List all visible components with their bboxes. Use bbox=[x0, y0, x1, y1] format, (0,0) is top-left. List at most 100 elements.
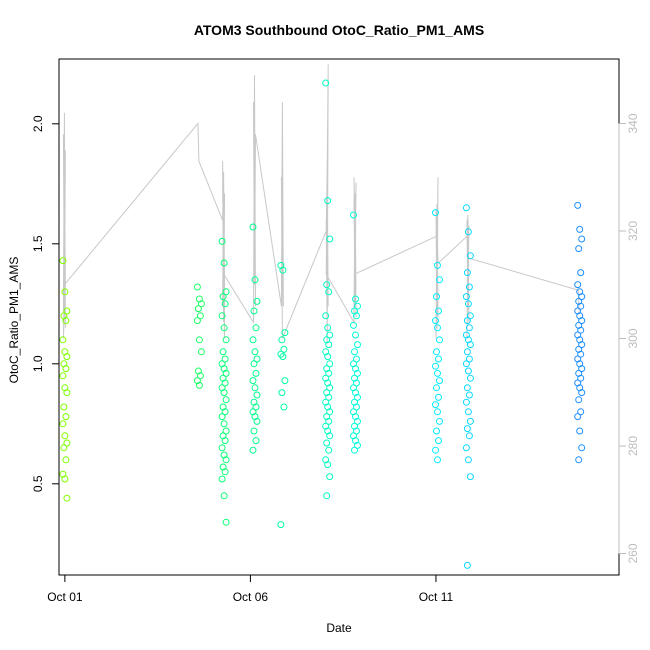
data-point bbox=[220, 420, 228, 428]
data-point bbox=[249, 223, 257, 231]
data-point bbox=[325, 341, 333, 349]
data-point bbox=[434, 369, 441, 377]
data-point bbox=[59, 372, 67, 380]
data-point bbox=[434, 456, 441, 464]
data-point bbox=[462, 204, 470, 212]
data-point bbox=[219, 348, 227, 356]
series-line bbox=[62, 64, 580, 344]
data-point bbox=[436, 276, 443, 284]
data-point bbox=[465, 324, 473, 332]
data-point bbox=[434, 261, 441, 269]
data-point bbox=[59, 420, 67, 428]
data-point bbox=[574, 201, 582, 209]
data-point bbox=[251, 348, 259, 356]
data-point bbox=[253, 297, 261, 305]
data-point bbox=[219, 293, 227, 301]
data-point bbox=[350, 211, 357, 219]
data-point bbox=[433, 384, 440, 392]
data-point bbox=[278, 389, 286, 397]
data-point bbox=[277, 521, 285, 529]
data-point bbox=[252, 369, 260, 377]
data-point bbox=[60, 444, 68, 452]
data-point bbox=[193, 283, 201, 291]
data-point bbox=[325, 288, 333, 296]
y-tick-label: 1.0 bbox=[31, 355, 45, 372]
data-point bbox=[220, 259, 228, 267]
y2-tick-label: 340 bbox=[626, 113, 640, 133]
data-point bbox=[463, 561, 471, 569]
data-point bbox=[463, 384, 471, 392]
data-point bbox=[324, 197, 332, 205]
data-point bbox=[324, 353, 332, 361]
data-point bbox=[220, 389, 228, 397]
data-point bbox=[433, 348, 440, 356]
data-point bbox=[435, 355, 442, 363]
data-point bbox=[464, 367, 472, 375]
data-point bbox=[249, 377, 257, 385]
data-point bbox=[251, 276, 259, 284]
data-point bbox=[278, 336, 286, 344]
y-axis-label: OtoC_Ratio_PM1_AMS bbox=[7, 257, 21, 384]
data-point bbox=[326, 473, 334, 481]
data-point bbox=[218, 237, 226, 245]
data-point bbox=[197, 348, 205, 356]
data-point bbox=[462, 360, 470, 368]
data-point bbox=[575, 456, 583, 464]
data-point bbox=[62, 365, 70, 373]
data-point bbox=[218, 312, 226, 320]
data-point bbox=[218, 475, 226, 483]
data-point bbox=[432, 209, 439, 217]
data-point bbox=[218, 413, 226, 421]
data-point bbox=[432, 317, 439, 325]
data-point bbox=[462, 398, 470, 406]
data-point bbox=[462, 444, 470, 452]
data-point bbox=[436, 417, 443, 425]
data-point bbox=[464, 456, 472, 464]
data-point bbox=[463, 425, 471, 433]
x-tick-label: Oct 01 bbox=[47, 590, 83, 604]
data-point bbox=[220, 492, 228, 500]
data-point bbox=[465, 283, 473, 291]
line-layer bbox=[62, 64, 580, 344]
data-point bbox=[577, 269, 585, 277]
data-point bbox=[322, 312, 330, 320]
y-tick-label: 2.0 bbox=[31, 115, 45, 132]
chart-title: ATOM3 Southbound OtoC_Ratio_PM1_AMS bbox=[194, 22, 484, 38]
data-point bbox=[222, 336, 230, 344]
data-point bbox=[60, 403, 68, 411]
data-point bbox=[464, 408, 472, 416]
data-point bbox=[574, 281, 582, 289]
data-point bbox=[576, 427, 584, 435]
data-point bbox=[353, 312, 360, 320]
data-point bbox=[218, 444, 226, 452]
data-point bbox=[576, 225, 584, 233]
data-point bbox=[325, 446, 333, 454]
data-point bbox=[578, 235, 586, 243]
data-point bbox=[322, 79, 330, 87]
data-point bbox=[326, 432, 334, 440]
data-point bbox=[435, 393, 442, 401]
data-point bbox=[253, 417, 261, 425]
data-point bbox=[574, 413, 582, 421]
data-point bbox=[253, 391, 261, 399]
y2-tick-label: 280 bbox=[626, 436, 640, 456]
data-point bbox=[466, 252, 474, 260]
data-point bbox=[221, 437, 229, 445]
data-point bbox=[352, 331, 359, 339]
y2-tick-label: 260 bbox=[626, 543, 640, 563]
data-point bbox=[432, 446, 439, 454]
data-point bbox=[354, 341, 361, 349]
data-point bbox=[324, 324, 332, 332]
data-point bbox=[463, 348, 471, 356]
data-point bbox=[326, 235, 334, 243]
data-point bbox=[433, 293, 440, 301]
data-point bbox=[432, 401, 439, 409]
data-point bbox=[62, 456, 70, 464]
data-point bbox=[252, 437, 260, 445]
data-point bbox=[466, 473, 474, 481]
data-point bbox=[279, 353, 287, 361]
data-point bbox=[351, 348, 358, 356]
data-point bbox=[466, 341, 474, 349]
data-point bbox=[466, 417, 474, 425]
data-point bbox=[59, 336, 67, 344]
